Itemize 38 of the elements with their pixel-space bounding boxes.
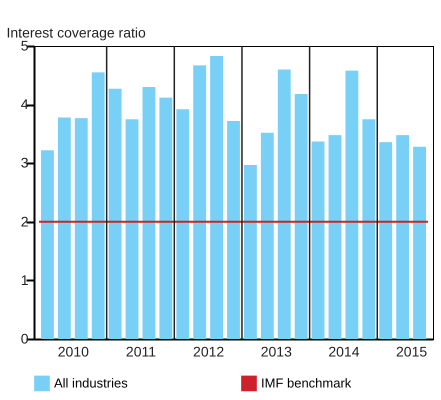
bar bbox=[413, 146, 426, 339]
bar bbox=[92, 72, 105, 339]
bar bbox=[193, 65, 206, 339]
bar bbox=[58, 117, 71, 339]
y-tick-label: 0 bbox=[20, 330, 29, 346]
legend-label: IMF benchmark bbox=[261, 375, 352, 390]
bar bbox=[159, 98, 172, 339]
y-axis-title: Interest coverage ratio bbox=[6, 24, 146, 40]
legend-label: All industries bbox=[54, 375, 128, 390]
x-tick-label: 2011 bbox=[126, 344, 156, 360]
bar bbox=[227, 121, 240, 339]
y-tick-label: 3 bbox=[20, 154, 29, 171]
x-tick-label: 2013 bbox=[260, 344, 292, 360]
x-tick-label: 2015 bbox=[396, 344, 428, 360]
bar bbox=[312, 142, 324, 339]
x-tick-label: 2010 bbox=[58, 344, 90, 360]
bar bbox=[176, 109, 190, 339]
bar bbox=[41, 150, 54, 339]
bar bbox=[379, 142, 392, 339]
bar bbox=[244, 164, 257, 339]
bar bbox=[278, 69, 291, 339]
bar bbox=[328, 135, 342, 339]
bar bbox=[142, 87, 156, 339]
y-tick-label: 4 bbox=[20, 96, 29, 112]
x-tick-label: 2012 bbox=[193, 344, 224, 360]
x-tick-label: 2014 bbox=[328, 344, 360, 360]
bar bbox=[345, 70, 358, 339]
bar bbox=[294, 94, 308, 339]
y-tick-label: 1 bbox=[20, 272, 29, 288]
bar bbox=[210, 56, 224, 339]
bar bbox=[260, 132, 274, 339]
bar bbox=[126, 119, 138, 339]
bar bbox=[396, 135, 410, 339]
bar bbox=[362, 119, 376, 339]
bar bbox=[108, 88, 122, 339]
bar bbox=[74, 118, 88, 339]
y-tick-label: 5 bbox=[20, 38, 29, 54]
y-tick-label: 2 bbox=[20, 213, 29, 230]
